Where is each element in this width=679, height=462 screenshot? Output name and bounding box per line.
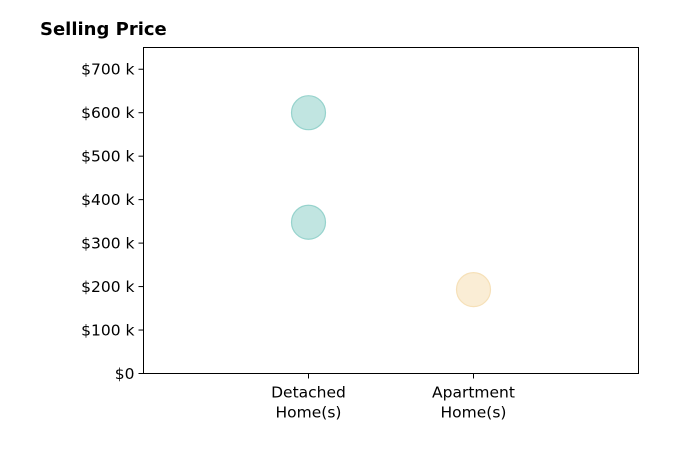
x-tick-label-line: Home(s) xyxy=(441,404,507,422)
y-tick-label: $700 k xyxy=(81,61,134,79)
x-tick-label-line: Home(s) xyxy=(276,404,342,422)
scatter-point xyxy=(455,272,492,308)
scatter-point xyxy=(290,204,327,240)
y-tick-label: $100 k xyxy=(81,322,134,340)
x-axis: Detached Home(s) Apartment Home(s) xyxy=(271,373,515,422)
y-tick-label: $500 k xyxy=(81,148,134,166)
scatter-point xyxy=(290,95,327,131)
chart-title: Selling Price xyxy=(40,19,167,40)
plot-area-frame xyxy=(143,47,639,374)
y-tick-label: $400 k xyxy=(81,191,134,209)
y-tick-label: $200 k xyxy=(81,278,134,296)
y-tick-label: $300 k xyxy=(81,235,134,253)
y-axis: $0 $100 k $200 k $300 k $400 k $500 k $600 k $7… xyxy=(81,61,144,383)
y-tick-label: $600 k xyxy=(81,104,134,122)
data-points xyxy=(290,95,492,308)
x-tick-label: Detached Home(s) xyxy=(271,384,346,422)
x-tick-label-line: Detached xyxy=(271,384,346,402)
y-tick-label: $0 xyxy=(115,365,135,383)
x-tick-label: Apartment Home(s) xyxy=(432,384,515,422)
x-tick-label-line: Apartment xyxy=(432,384,515,402)
